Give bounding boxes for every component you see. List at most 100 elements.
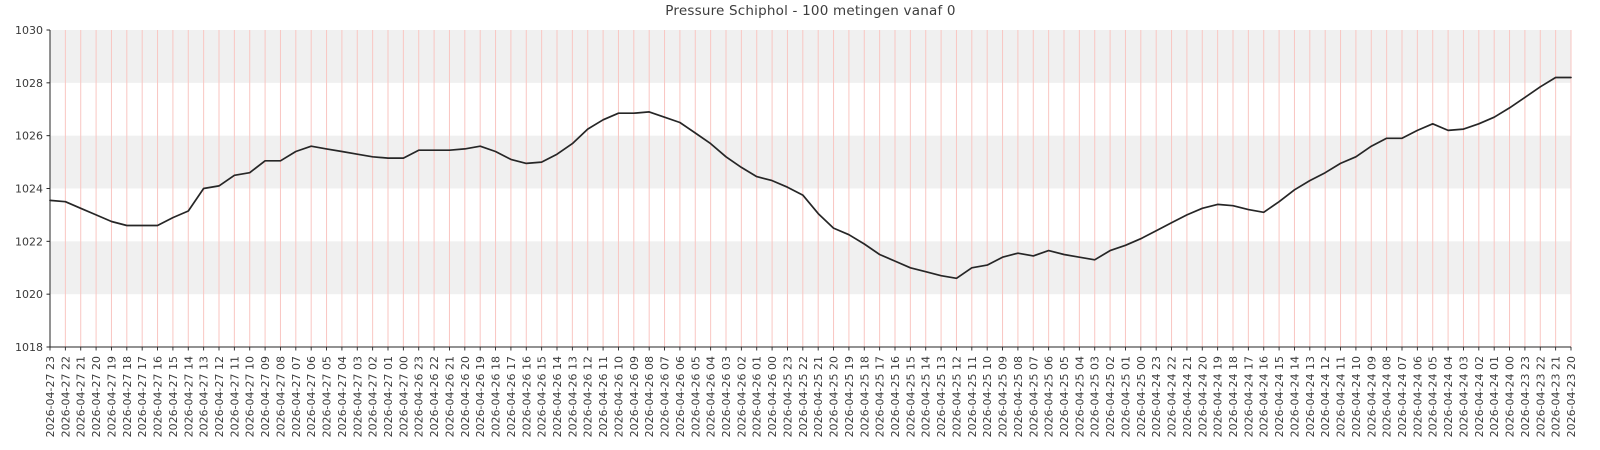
x-tick-label: 2026-04-26 12 bbox=[582, 356, 595, 437]
x-tick-label: 2026-04-24 11 bbox=[1335, 356, 1348, 437]
x-tick-label: 2026-04-27 13 bbox=[198, 356, 211, 437]
x-tick-label: 2026-04-24 14 bbox=[1288, 356, 1301, 437]
band bbox=[50, 241, 1571, 295]
x-tick-label: 2026-04-25 09 bbox=[997, 356, 1010, 437]
x-tick-label: 2026-04-24 17 bbox=[1242, 356, 1255, 437]
x-tick-label: 2026-04-26 08 bbox=[643, 356, 656, 437]
x-tick-label: 2026-04-26 01 bbox=[751, 356, 764, 437]
x-tick-label: 2026-04-26 07 bbox=[659, 356, 672, 437]
x-tick-label: 2026-04-23 20 bbox=[1565, 356, 1578, 437]
x-tick-label: 2026-04-27 18 bbox=[121, 356, 134, 437]
x-tick-label: 2026-04-26 02 bbox=[735, 356, 748, 437]
x-tick-label: 2026-04-23 23 bbox=[1519, 356, 1532, 437]
x-tick-label: 2026-04-27 10 bbox=[244, 356, 257, 437]
x-tick-label: 2026-04-23 22 bbox=[1534, 356, 1547, 437]
x-tick-label: 2026-04-26 23 bbox=[413, 356, 426, 437]
x-tick-label: 2026-04-25 22 bbox=[797, 356, 810, 437]
x-tick-label: 2026-04-25 19 bbox=[843, 356, 856, 437]
pressure-series-line bbox=[49, 76, 1572, 280]
x-tick-label: 2026-04-24 19 bbox=[1212, 356, 1225, 437]
x-tick-label: 2026-04-25 02 bbox=[1104, 356, 1117, 437]
x-tick-label: 2026-04-26 04 bbox=[705, 356, 718, 437]
x-tick-label: 2026-04-25 06 bbox=[1043, 356, 1056, 437]
x-tick-label: 2026-04-27 00 bbox=[397, 356, 410, 437]
x-tick-label: 2026-04-25 11 bbox=[966, 356, 979, 437]
x-tick-label: 2026-04-27 19 bbox=[105, 356, 118, 437]
x-tick-labels: 2026-04-27 23 2026-04-27 22 2026-04-27 21 2… bbox=[44, 356, 1578, 437]
y-tick-label: 1018 bbox=[15, 341, 43, 354]
x-tick-label: 2026-04-26 18 bbox=[490, 356, 503, 437]
axes bbox=[46, 29, 1572, 351]
x-tick-label: 2026-04-25 17 bbox=[874, 356, 887, 437]
x-tick-label: 2026-04-24 02 bbox=[1473, 356, 1486, 437]
x-tick-label: 2026-04-24 18 bbox=[1227, 356, 1240, 437]
x-tick-label: 2026-04-24 04 bbox=[1442, 356, 1455, 437]
x-tick-label: 2026-04-24 01 bbox=[1488, 356, 1501, 437]
chart-title: Pressure Schiphol - 100 metingen vanaf 0 bbox=[665, 3, 956, 19]
x-tick-label: 2026-04-26 16 bbox=[520, 356, 533, 437]
x-tick-label: 2026-04-24 07 bbox=[1396, 356, 1409, 437]
x-tick-label: 2026-04-27 09 bbox=[259, 356, 272, 437]
x-tick-label: 2026-04-24 13 bbox=[1304, 356, 1317, 437]
x-tick-label: 2026-04-24 23 bbox=[1150, 356, 1163, 437]
y-tick-labels: 1018 1020 1022 1024 1026 1028 1030 bbox=[15, 24, 43, 354]
x-tick-label: 2026-04-27 11 bbox=[228, 356, 241, 437]
x-tick-label: 2026-04-26 22 bbox=[428, 356, 441, 437]
x-tick-label: 2026-04-24 22 bbox=[1166, 356, 1179, 437]
x-tick-label: 2026-04-27 08 bbox=[274, 356, 287, 437]
x-tick-label: 2026-04-27 07 bbox=[290, 356, 303, 437]
x-tick-label: 2026-04-24 03 bbox=[1457, 356, 1470, 437]
x-tick-label: 2026-04-24 20 bbox=[1196, 356, 1209, 437]
x-tick-label: 2026-04-24 08 bbox=[1381, 356, 1394, 437]
x-tick-label: 2026-04-27 14 bbox=[182, 356, 195, 437]
x-tick-label: 2026-04-24 10 bbox=[1350, 356, 1363, 437]
x-tick-label: 2026-04-24 05 bbox=[1427, 356, 1440, 437]
x-tick-label: 2026-04-25 08 bbox=[1012, 356, 1025, 437]
x-tick-label: 2026-04-26 09 bbox=[628, 356, 641, 437]
x-tick-label: 2026-04-24 00 bbox=[1504, 356, 1517, 437]
x-tick-label: 2026-04-26 10 bbox=[612, 356, 625, 437]
band bbox=[50, 135, 1571, 189]
x-tick-label: 2026-04-25 04 bbox=[1073, 356, 1086, 437]
x-tick-label: 2026-04-26 14 bbox=[551, 356, 564, 437]
x-tick-label: 2026-04-27 23 bbox=[44, 356, 57, 437]
x-tick-label: 2026-04-25 23 bbox=[781, 356, 794, 437]
x-tick-label: 2026-04-23 21 bbox=[1550, 356, 1563, 437]
x-tick-label: 2026-04-26 06 bbox=[674, 356, 687, 437]
x-tick-label: 2026-04-27 21 bbox=[75, 356, 88, 437]
x-tick-label: 2026-04-24 16 bbox=[1258, 356, 1271, 437]
y-tick-label: 1024 bbox=[15, 183, 43, 196]
x-tick-label: 2026-04-25 00 bbox=[1135, 356, 1148, 437]
x-tick-label: 2026-04-24 12 bbox=[1319, 356, 1332, 437]
band bbox=[50, 30, 1571, 83]
x-tick-label: 2026-04-25 14 bbox=[920, 356, 933, 437]
y-tick-label: 1020 bbox=[15, 288, 43, 301]
x-tick-label: 2026-04-27 20 bbox=[90, 356, 103, 437]
x-tick-label: 2026-04-27 04 bbox=[336, 356, 349, 437]
x-tick-label: 2026-04-27 05 bbox=[321, 356, 334, 437]
y-tick-label: 1028 bbox=[15, 77, 43, 90]
x-tick-label: 2026-04-24 09 bbox=[1365, 356, 1378, 437]
x-tick-label: 2026-04-24 15 bbox=[1273, 356, 1286, 437]
x-tick-label: 2026-04-26 20 bbox=[459, 356, 472, 437]
x-tick-label: 2026-04-27 03 bbox=[351, 356, 364, 437]
x-tick-label: 2026-04-25 03 bbox=[1089, 356, 1102, 437]
y-tick-label: 1026 bbox=[15, 130, 43, 143]
x-tick-label: 2026-04-26 11 bbox=[597, 356, 610, 437]
x-tick-label: 2026-04-26 13 bbox=[566, 356, 579, 437]
x-tick-label: 2026-04-26 21 bbox=[443, 356, 456, 437]
x-tick-label: 2026-04-26 19 bbox=[474, 356, 487, 437]
x-tick-label: 2026-04-27 02 bbox=[367, 356, 380, 437]
y-tick-label: 1030 bbox=[15, 24, 43, 37]
x-tick-label: 2026-04-27 22 bbox=[59, 356, 72, 437]
x-tick-label: 2026-04-27 15 bbox=[167, 356, 180, 437]
x-tick-label: 2026-04-25 07 bbox=[1027, 356, 1040, 437]
x-tick-label: 2026-04-25 13 bbox=[935, 356, 948, 437]
x-tick-label: 2026-04-25 16 bbox=[889, 356, 902, 437]
x-tick-label: 2026-04-25 20 bbox=[828, 356, 841, 437]
x-tick-label: 2026-04-24 06 bbox=[1411, 356, 1424, 437]
x-tick-label: 2026-04-27 06 bbox=[305, 356, 318, 437]
x-tick-label: 2026-04-25 05 bbox=[1058, 356, 1071, 437]
